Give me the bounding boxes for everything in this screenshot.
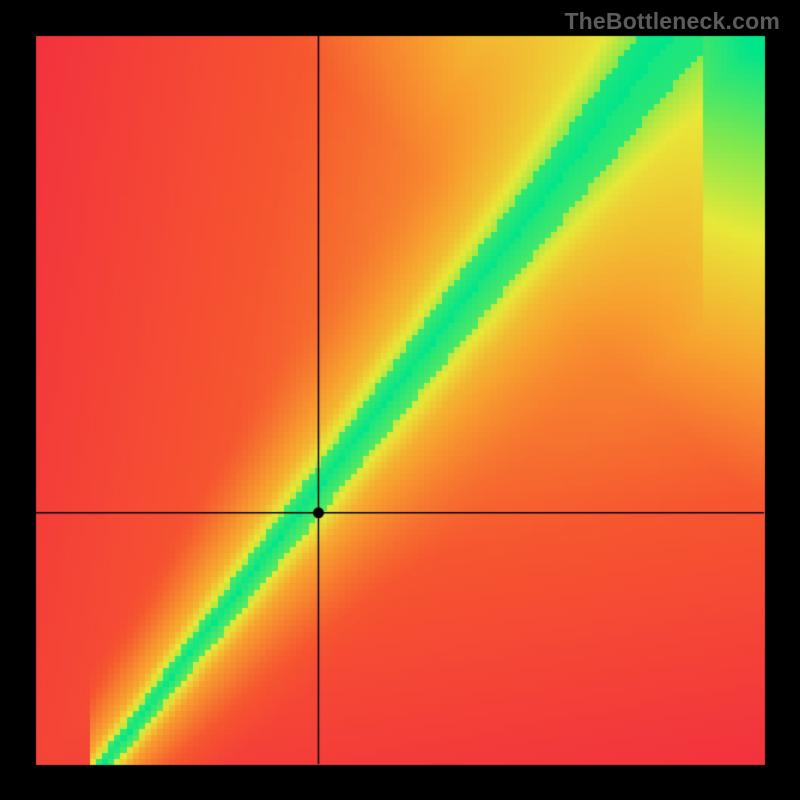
bottleneck-heatmap bbox=[0, 0, 800, 800]
watermark-text: TheBottleneck.com bbox=[564, 8, 780, 35]
